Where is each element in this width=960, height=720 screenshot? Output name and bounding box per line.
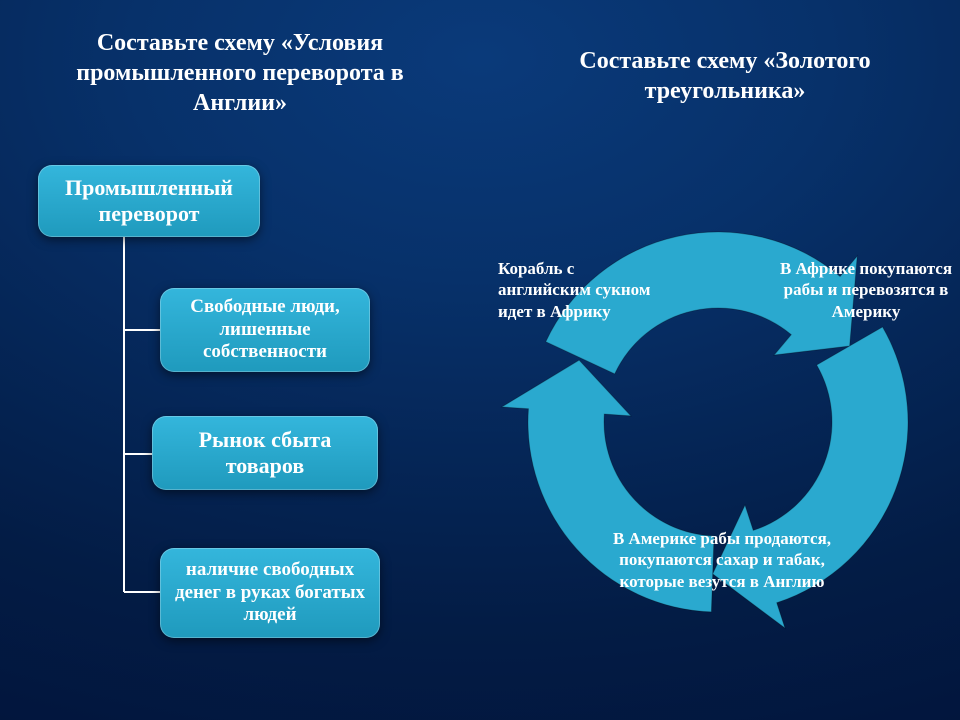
lab-africa: Корабль с английским сукном идет в Африк… xyxy=(498,258,658,322)
lab-america: В Африке покупаются рабы и перевозятся в… xyxy=(776,258,956,322)
tree-node-n3: наличие свободных денег в руках богатых … xyxy=(160,548,380,638)
tree-node-n1: Свободные люди, лишенные собственности xyxy=(160,288,370,372)
right-title: Составьте схему «Золотого треугольника» xyxy=(530,46,920,106)
left-title: Составьте схему «Условия промышленного п… xyxy=(60,28,420,118)
lab-england: В Америке рабы продаются, покупаются сах… xyxy=(588,528,856,592)
tree-node-root: Промышленный переворот xyxy=(38,165,260,237)
tree-node-n2: Рынок сбыта товаров xyxy=(152,416,378,490)
